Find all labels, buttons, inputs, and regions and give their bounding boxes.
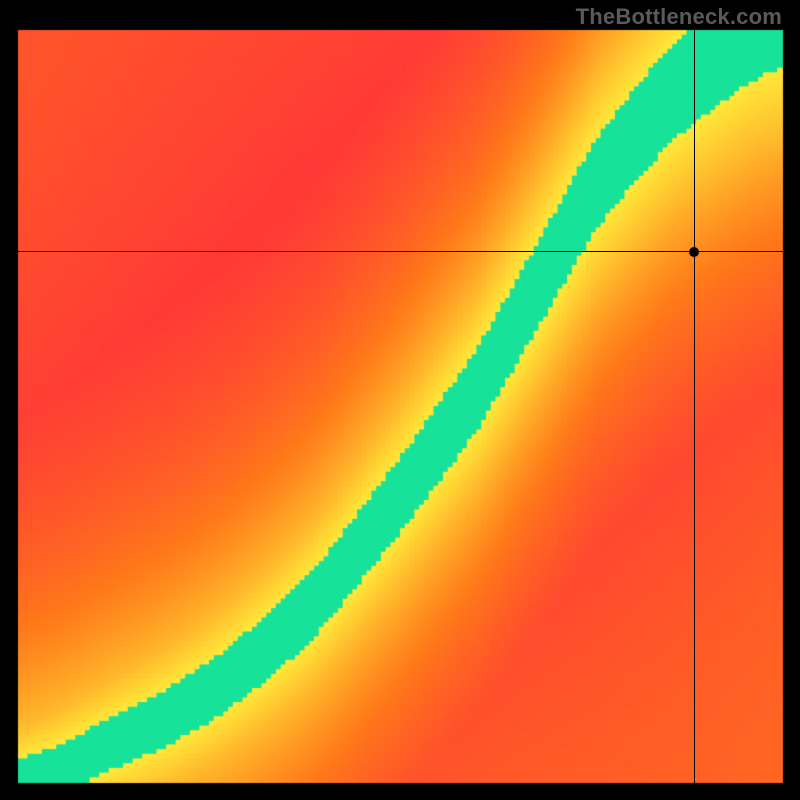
bottleneck-heatmap [0,0,800,800]
crosshair-vertical [694,0,695,800]
watermark-text: TheBottleneck.com [576,4,782,30]
chart-container: TheBottleneck.com [0,0,800,800]
crosshair-marker-icon [689,247,699,257]
crosshair-horizontal [0,251,800,252]
